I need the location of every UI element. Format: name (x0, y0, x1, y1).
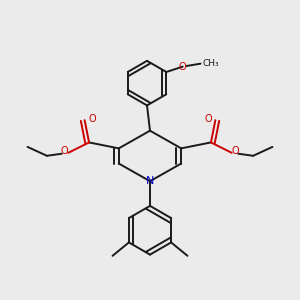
Text: O: O (204, 114, 212, 124)
Text: N: N (146, 176, 154, 186)
Text: O: O (61, 146, 68, 156)
Text: O: O (232, 146, 239, 156)
Text: O: O (88, 114, 96, 124)
Text: CH₃: CH₃ (202, 59, 219, 68)
Text: O: O (179, 61, 187, 72)
